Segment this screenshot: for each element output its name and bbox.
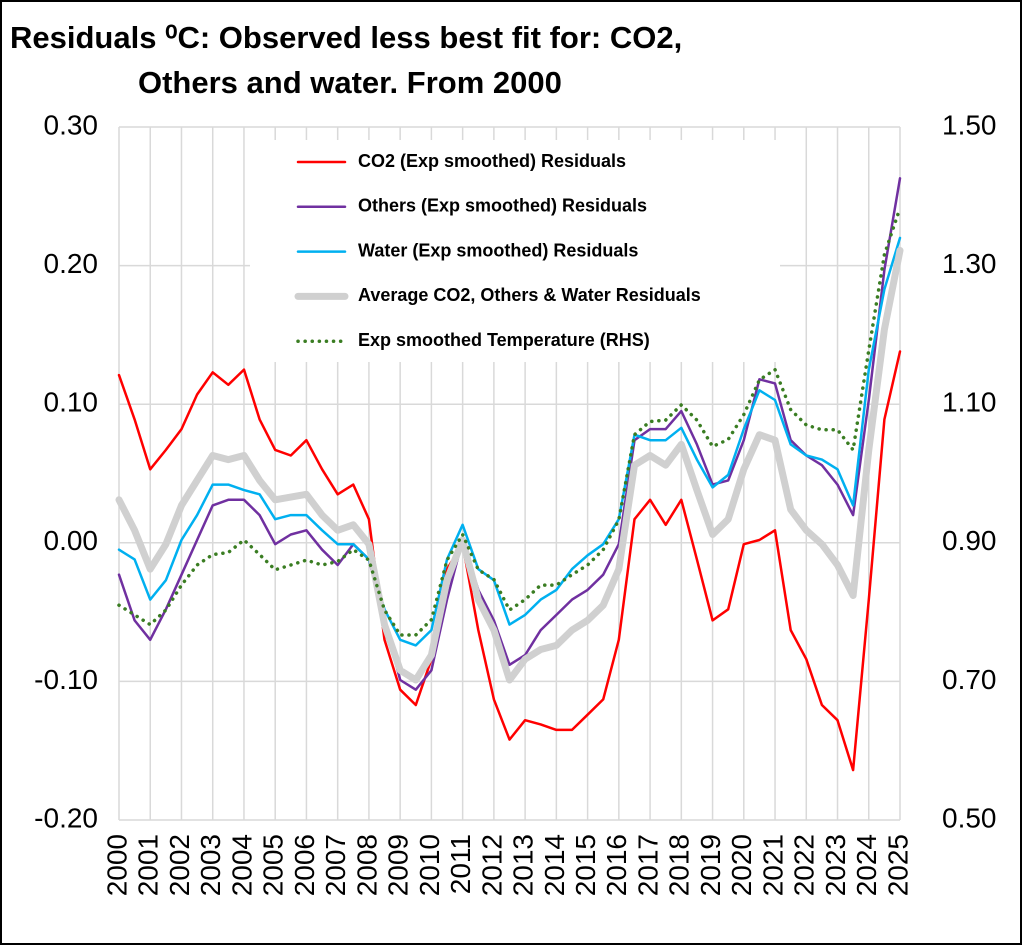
y-tick-label: -0.10 (34, 664, 98, 695)
x-tick-label: 2018 (664, 834, 695, 896)
chart-title: Residuals ⁰C: Observed less best fit for… (10, 20, 682, 55)
legend-label: CO2 (Exp smoothed) Residuals (358, 151, 626, 171)
x-tick-label: 2016 (601, 834, 632, 896)
x-tick-label: 2003 (195, 834, 226, 896)
x-tick-label: 2013 (508, 834, 539, 896)
x-tick-label: 2004 (226, 834, 257, 896)
x-tick-label: 2008 (351, 834, 382, 896)
x-tick-label: 2017 (632, 834, 663, 896)
x-tick-label: 2000 (101, 834, 132, 896)
y2-tick-label: 0.90 (942, 525, 997, 556)
x-tick-label: 2005 (258, 834, 289, 896)
legend-label: Water (Exp smoothed) Residuals (358, 240, 638, 260)
x-tick-label: 2019 (695, 834, 726, 896)
y2-tick-label: 1.50 (942, 109, 997, 140)
x-tick-label: 2009 (383, 834, 414, 896)
x-tick-label: 2002 (164, 834, 195, 896)
y2-tick-label: 1.10 (942, 387, 997, 418)
x-tick-label: 2023 (820, 834, 851, 896)
x-tick-label: 2022 (789, 834, 820, 896)
series-line (117, 350, 902, 772)
x-tick-label: 2014 (539, 834, 570, 896)
series-line (117, 177, 902, 691)
y-tick-label: 0.10 (44, 387, 99, 418)
y-tick-label: -0.20 (34, 802, 98, 833)
series-line (115, 246, 904, 684)
y2-tick-label: 0.70 (942, 664, 997, 695)
x-tick-label: 2007 (320, 834, 351, 896)
x-tick-label: 2011 (445, 834, 476, 894)
x-tick-label: 2015 (570, 834, 601, 896)
x-tick-label: 2012 (476, 834, 507, 896)
chart-title: Others and water. From 2000 (138, 65, 562, 100)
y2-tick-label: 0.50 (942, 802, 997, 833)
legend-label: Others (Exp smoothed) Residuals (358, 196, 647, 216)
y-tick-label: 0.20 (44, 248, 99, 279)
legend-label: Average CO2, Others & Water Residuals (358, 285, 701, 305)
y-tick-label: 0.30 (44, 109, 99, 140)
y2-tick-label: 1.30 (942, 248, 997, 279)
x-tick-label: 2025 (882, 834, 913, 896)
x-tick-label: 2010 (414, 834, 445, 896)
x-tick-label: 2001 (133, 834, 164, 896)
legend-label: Exp smoothed Temperature (RHS) (358, 330, 650, 350)
x-tick-label: 2021 (757, 834, 788, 896)
series-line (117, 236, 902, 647)
x-tick-label: 2020 (726, 834, 757, 896)
y-tick-label: 0.00 (44, 525, 99, 556)
x-tick-label: 2006 (289, 834, 320, 896)
series-line (117, 206, 902, 637)
x-tick-label: 2024 (851, 834, 882, 896)
